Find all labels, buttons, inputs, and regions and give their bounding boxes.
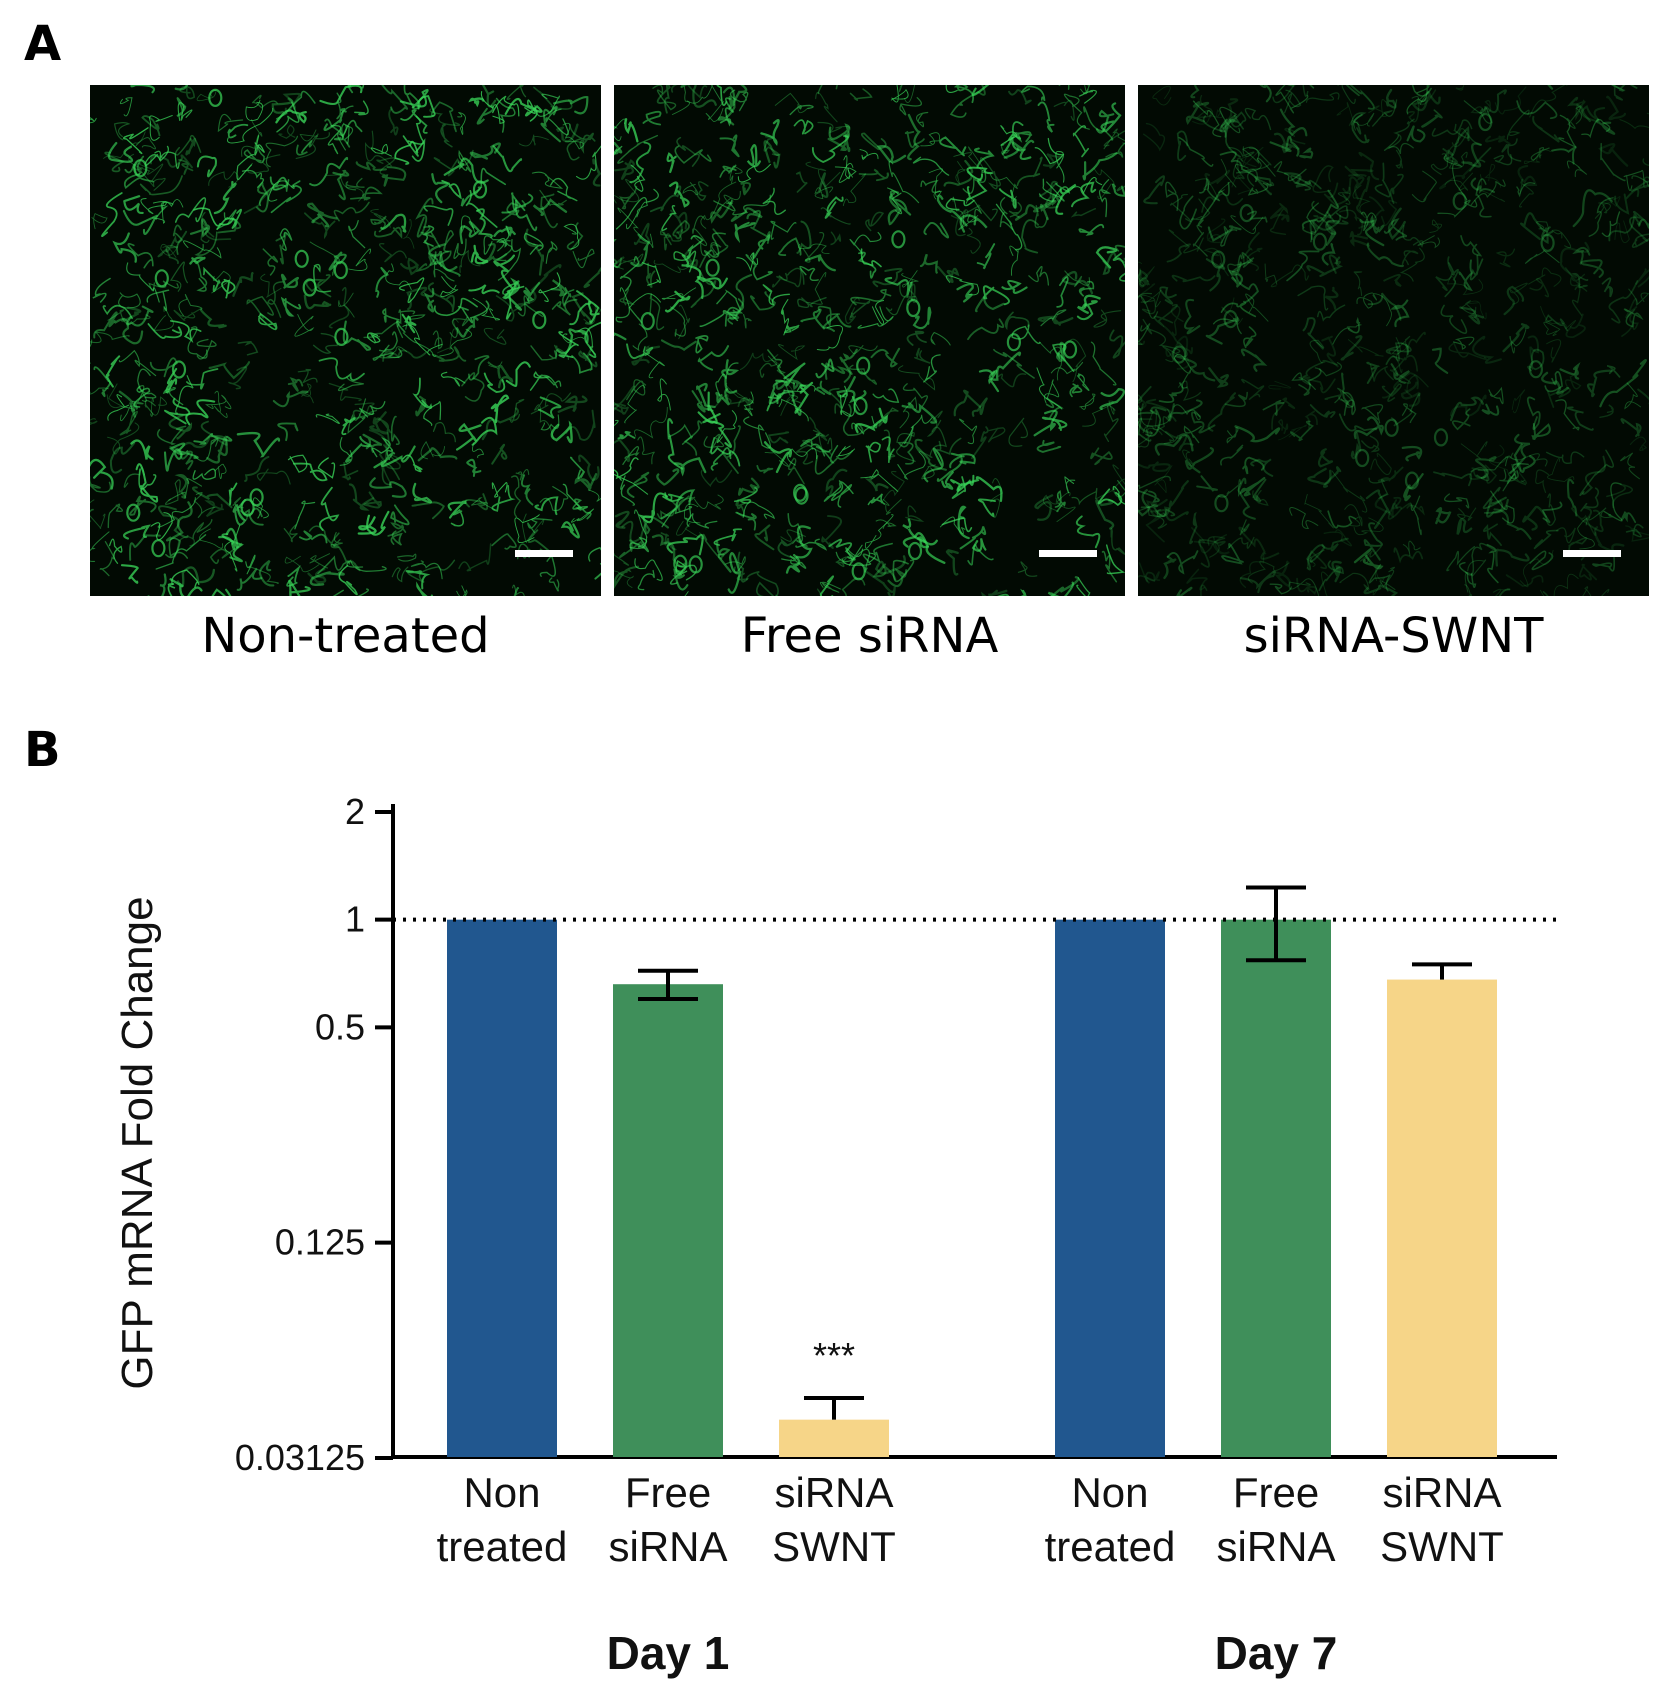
- scale-bar: [1039, 550, 1097, 557]
- group-label: Day 1: [607, 1627, 730, 1679]
- bar-chart: 2 1 0.5 0.125 0.03125 GFP mRNA Fold Change Non…: [113, 791, 1557, 1679]
- bar: [1387, 979, 1497, 1457]
- micrograph-free-sirna-cells: [614, 85, 1125, 596]
- x-tick-label: Non: [463, 1469, 540, 1516]
- micrograph-sirna-swnt-cells: [1138, 85, 1649, 596]
- x-tick-label: SWNT: [1380, 1523, 1504, 1570]
- x-tick-label: treated: [437, 1523, 568, 1570]
- micrograph-sirna-swnt: [1138, 85, 1649, 596]
- micrograph-non-treated-cells: [90, 85, 601, 596]
- bar: [613, 984, 723, 1457]
- x-tick-label: Free: [625, 1469, 711, 1516]
- label-free-sirna: Free siRNA: [740, 608, 999, 664]
- bar: [1221, 919, 1331, 1457]
- x-tick-label: Non: [1071, 1469, 1148, 1516]
- x-tick-label: siRNA: [1216, 1523, 1335, 1570]
- scale-bar: [515, 550, 573, 557]
- cell-walls: [614, 85, 1125, 596]
- y-tick-label: 2: [345, 791, 365, 832]
- panel-a-letter: A: [24, 16, 62, 72]
- x-tick-label: siRNA: [774, 1469, 893, 1516]
- bar: [447, 919, 557, 1457]
- x-tick-label: siRNA: [1382, 1469, 1501, 1516]
- y-axis-title: GFP mRNA Fold Change: [113, 896, 162, 1389]
- scale-bar: [1563, 550, 1621, 557]
- x-tick-label: treated: [1045, 1523, 1176, 1570]
- bar: [1055, 919, 1165, 1457]
- x-tick-label: Free: [1233, 1469, 1319, 1516]
- label-non-treated: Non-treated: [201, 608, 490, 664]
- x-tick-label: siRNA: [608, 1523, 727, 1570]
- stomata: [1172, 112, 1555, 513]
- y-tick-label: 0.03125: [235, 1437, 365, 1478]
- y-tick-label: 0.5: [315, 1006, 365, 1047]
- significance-annotation: ***: [813, 1335, 855, 1376]
- cell-walls: [90, 85, 601, 596]
- cell-walls: [1138, 85, 1649, 596]
- stomata: [640, 230, 1078, 581]
- x-tick-label: SWNT: [772, 1523, 896, 1570]
- group-label: Day 7: [1215, 1627, 1338, 1679]
- micrograph-non-treated: [90, 85, 601, 596]
- y-tick-label: 1: [345, 899, 365, 940]
- y-tick-label: 0.125: [275, 1222, 365, 1263]
- label-sirna-swnt: siRNA-SWNT: [1243, 608, 1544, 664]
- micrograph-free-sirna: [614, 85, 1125, 596]
- bar: [779, 1419, 889, 1457]
- panel-b-letter: B: [24, 722, 61, 778]
- stomata: [126, 88, 547, 558]
